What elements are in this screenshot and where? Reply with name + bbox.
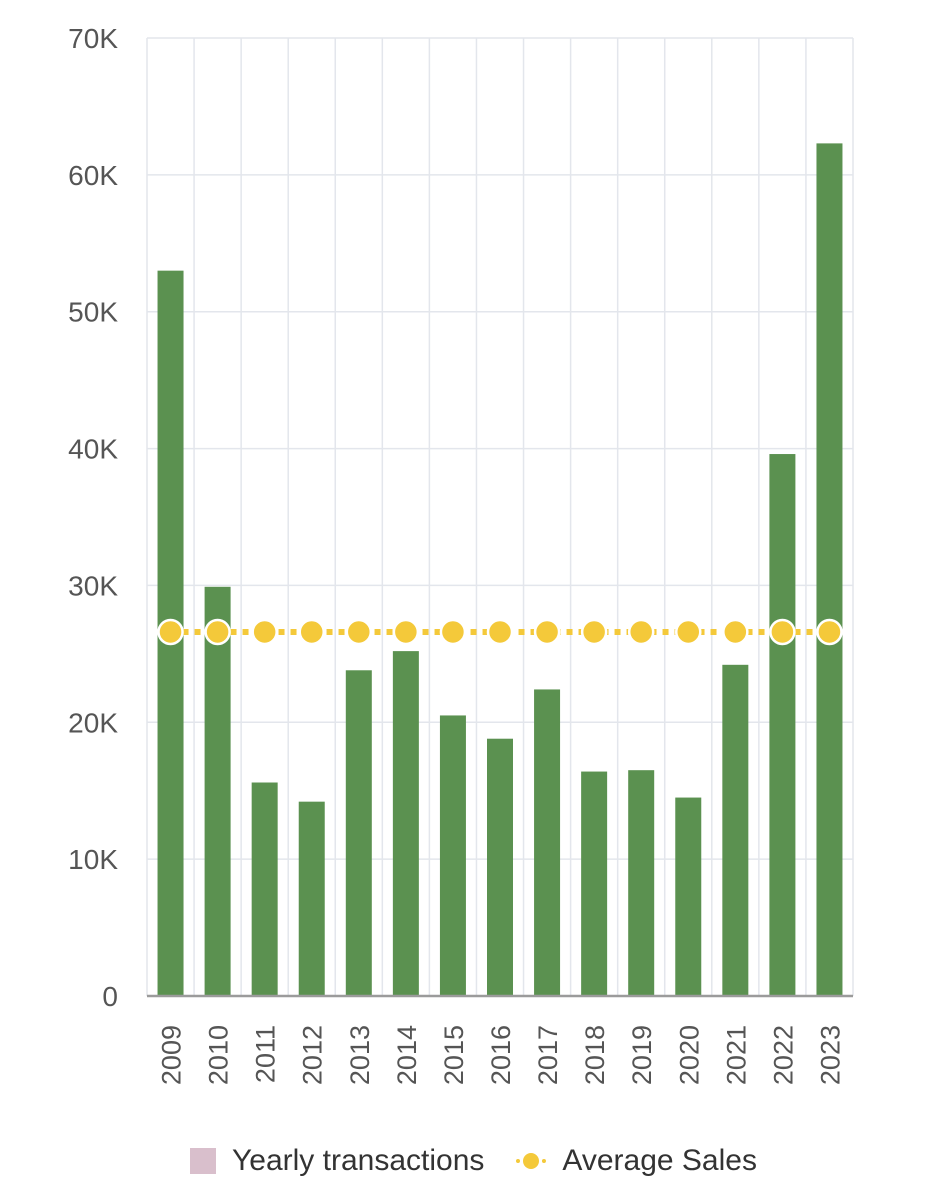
- average-point-2021: [722, 618, 749, 646]
- legend-item-yearly-transactions[interactable]: Yearly transactions: [190, 1144, 484, 1178]
- legend-label-average-sales: Average Sales: [562, 1144, 757, 1177]
- x-tick-label: 2010: [204, 1025, 234, 1085]
- gridlines: [146, 37, 854, 996]
- bar-2013: [345, 670, 372, 996]
- bars: [157, 143, 843, 997]
- y-tick-label: 60K: [68, 160, 118, 191]
- average-point-2012: [298, 618, 325, 646]
- bar-2012: [298, 801, 325, 996]
- y-tick-label: 0: [102, 981, 118, 1012]
- average-point-2010: [204, 618, 231, 646]
- average-point-2009: [157, 618, 184, 646]
- x-tick-label: 2011: [251, 1025, 281, 1083]
- bar-2014: [392, 651, 419, 996]
- y-tick-label: 50K: [68, 297, 118, 328]
- x-tick-label: 2021: [721, 1025, 751, 1085]
- bar-2020: [675, 797, 702, 996]
- legend-swatch-bars: [190, 1148, 217, 1174]
- average-point-2011: [251, 618, 278, 646]
- legend: Yearly transactions Average Sales: [0, 1138, 947, 1184]
- legend-swatch-line: [516, 1148, 547, 1174]
- x-tick-label: 2013: [345, 1025, 375, 1085]
- bar-2019: [628, 770, 655, 996]
- average-point-2013: [345, 618, 373, 646]
- x-tick-label: 2018: [580, 1025, 610, 1085]
- x-tick-label: 2016: [486, 1025, 516, 1085]
- y-tick-label: 30K: [68, 570, 118, 601]
- average-point-2023: [816, 618, 843, 646]
- x-tick-label: 2023: [815, 1025, 845, 1085]
- average-point-2017: [533, 618, 561, 646]
- x-tick-label: 2017: [533, 1025, 563, 1085]
- bar-2016: [487, 738, 513, 996]
- bar-2021: [722, 664, 749, 996]
- average-point-2016: [486, 618, 514, 646]
- average-line: [157, 618, 843, 646]
- x-axis: 2009 2010 2011 2012 2013 2014 2015 2016 2017 2018…: [147, 994, 853, 1085]
- y-tick-label: 10K: [68, 844, 118, 875]
- x-tick-label: 2012: [298, 1025, 328, 1085]
- y-tick-label: 20K: [68, 707, 118, 738]
- bar-2018: [581, 771, 608, 996]
- x-tick-label: 2020: [674, 1025, 704, 1085]
- legend-label-yearly-transactions: Yearly transactions: [232, 1144, 485, 1177]
- average-point-2020: [675, 618, 702, 646]
- x-tick-label: 2019: [627, 1025, 657, 1085]
- bar-2015: [439, 715, 466, 996]
- average-point-2019: [627, 618, 655, 646]
- x-tick-label: 2022: [768, 1025, 798, 1085]
- y-tick-label: 70K: [68, 23, 118, 54]
- y-tick-label: 40K: [68, 434, 118, 465]
- x-tick-label: 2015: [439, 1025, 469, 1085]
- x-tick-label: 2009: [157, 1025, 187, 1085]
- x-tick-label: 2014: [392, 1025, 422, 1085]
- average-point-2022: [769, 618, 796, 646]
- y-axis: 0 10K 20K 30K 40K 50K 60K 70K: [68, 23, 118, 1012]
- bar-2022: [769, 454, 796, 996]
- average-point-2018: [580, 618, 608, 646]
- bar-2017: [534, 689, 561, 996]
- bar-2010: [204, 586, 231, 996]
- average-point-2015: [439, 618, 467, 646]
- bar-2011: [251, 782, 278, 996]
- average-point-2014: [392, 618, 420, 646]
- bar-2023: [816, 143, 843, 996]
- legend-item-average-sales[interactable]: Average Sales: [516, 1144, 757, 1178]
